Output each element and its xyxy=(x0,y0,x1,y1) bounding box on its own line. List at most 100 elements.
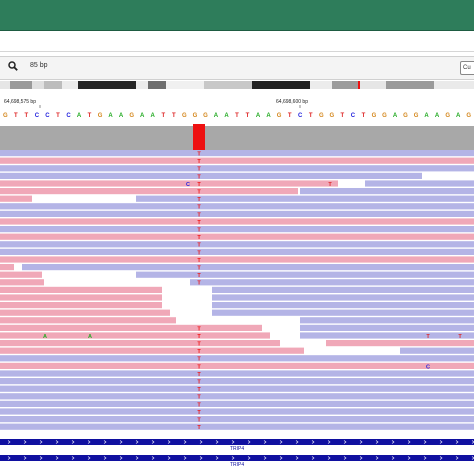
read-alignment[interactable] xyxy=(0,279,44,286)
reference-base: C xyxy=(66,113,71,119)
strand-arrow xyxy=(71,440,75,444)
read-alignment[interactable] xyxy=(0,400,474,407)
reference-base: C xyxy=(45,113,50,119)
variant-base: T xyxy=(197,418,201,424)
mismatch-base: A xyxy=(88,334,92,340)
read-alignment[interactable] xyxy=(400,347,474,354)
read-alignment[interactable] xyxy=(0,157,474,164)
read-alignment[interactable] xyxy=(22,264,474,271)
strand-arrow xyxy=(311,440,315,444)
strand-arrow xyxy=(247,456,251,460)
read-alignment[interactable] xyxy=(0,226,474,233)
read-alignment[interactable] xyxy=(0,241,474,248)
read-alignment[interactable] xyxy=(0,302,162,309)
gene-exon-bar[interactable] xyxy=(0,455,474,461)
read-alignment[interactable] xyxy=(212,309,474,316)
variant-base: T xyxy=(197,273,201,279)
read-alignment[interactable] xyxy=(0,370,474,377)
strand-arrow xyxy=(55,440,59,444)
read-alignment[interactable] xyxy=(0,385,474,392)
read-alignment[interactable] xyxy=(0,416,474,423)
read-alignment[interactable] xyxy=(0,362,474,369)
read-alignment[interactable] xyxy=(300,188,474,195)
read-alignment[interactable] xyxy=(0,165,474,172)
read-alignment[interactable] xyxy=(0,393,474,400)
read-alignment[interactable] xyxy=(0,210,474,217)
read-alignment[interactable] xyxy=(136,195,474,202)
read-alignment[interactable] xyxy=(300,317,474,324)
read-alignment[interactable] xyxy=(0,172,422,179)
strand-arrow xyxy=(359,440,363,444)
strand-arrow xyxy=(343,440,347,444)
read-alignment[interactable] xyxy=(0,340,280,347)
read-alignment[interactable] xyxy=(0,271,42,278)
gene-track[interactable]: TRIP4 TRIP4 xyxy=(0,438,474,468)
reference-base: G xyxy=(203,113,208,119)
gene-exon-bar[interactable] xyxy=(0,439,474,445)
read-alignment[interactable] xyxy=(0,355,474,362)
strand-arrow xyxy=(199,440,203,444)
reference-base: A xyxy=(256,113,261,119)
strand-arrow xyxy=(407,456,411,460)
mismatch-base: C xyxy=(186,182,190,188)
variant-base: T xyxy=(197,334,201,340)
variant-base: T xyxy=(197,212,201,218)
read-alignment[interactable] xyxy=(0,309,170,316)
read-alignment[interactable] xyxy=(0,423,474,430)
read-alignment[interactable] xyxy=(136,271,474,278)
read-alignment[interactable] xyxy=(0,408,474,415)
read-alignment[interactable] xyxy=(0,203,474,210)
read-alignment[interactable] xyxy=(212,302,474,309)
ideogram-band xyxy=(332,81,358,89)
reference-base: T xyxy=(309,113,313,119)
variant-base: T xyxy=(197,326,201,332)
reference-base: G xyxy=(372,113,377,119)
cursor-button[interactable]: Cu xyxy=(460,61,474,75)
read-alignment[interactable] xyxy=(0,150,474,157)
read-alignment[interactable] xyxy=(0,180,338,187)
coverage-track[interactable] xyxy=(0,124,474,150)
read-alignment[interactable] xyxy=(326,340,474,347)
read-alignment[interactable] xyxy=(0,286,162,293)
read-alignment[interactable] xyxy=(0,294,162,301)
read-alignment[interactable] xyxy=(0,188,298,195)
strand-arrow xyxy=(359,456,363,460)
read-alignment[interactable] xyxy=(0,324,262,331)
read-alignment[interactable] xyxy=(0,248,474,255)
strand-arrow xyxy=(7,456,11,460)
ideogram-band xyxy=(434,81,474,89)
variant-base: T xyxy=(197,342,201,348)
reference-base: T xyxy=(88,113,92,119)
strand-arrow xyxy=(151,456,155,460)
locus-search-bar[interactable]: 85 bp Cu xyxy=(0,56,474,80)
read-alignment[interactable] xyxy=(212,286,474,293)
read-alignment[interactable] xyxy=(0,195,32,202)
read-alignment[interactable] xyxy=(0,317,176,324)
read-alignment[interactable] xyxy=(0,347,304,354)
variant-coverage-bar[interactable] xyxy=(193,124,205,150)
variant-base: T xyxy=(197,205,201,211)
read-alignment[interactable] xyxy=(0,332,270,339)
reference-base: A xyxy=(456,113,461,119)
read-alignment[interactable] xyxy=(0,218,474,225)
read-alignment[interactable] xyxy=(300,324,474,331)
strand-arrow xyxy=(167,456,171,460)
strand-arrow xyxy=(87,456,91,460)
read-alignment[interactable] xyxy=(0,264,14,271)
chromosome-ideogram[interactable] xyxy=(0,81,474,89)
search-icon[interactable] xyxy=(8,61,18,71)
read-alignment[interactable] xyxy=(0,233,474,240)
read-alignment[interactable] xyxy=(190,279,474,286)
read-alignment[interactable] xyxy=(300,332,474,339)
read-alignment[interactable] xyxy=(365,180,474,187)
read-alignment[interactable] xyxy=(0,256,474,263)
ruler-label-right: 64,698,600 bp xyxy=(276,99,308,105)
read-alignment[interactable] xyxy=(0,378,474,385)
read-alignment[interactable] xyxy=(212,294,474,301)
strand-arrow xyxy=(311,456,315,460)
reference-base: G xyxy=(466,113,471,119)
variant-base: T xyxy=(197,281,201,287)
reference-base: A xyxy=(393,113,398,119)
strand-arrow xyxy=(327,440,331,444)
